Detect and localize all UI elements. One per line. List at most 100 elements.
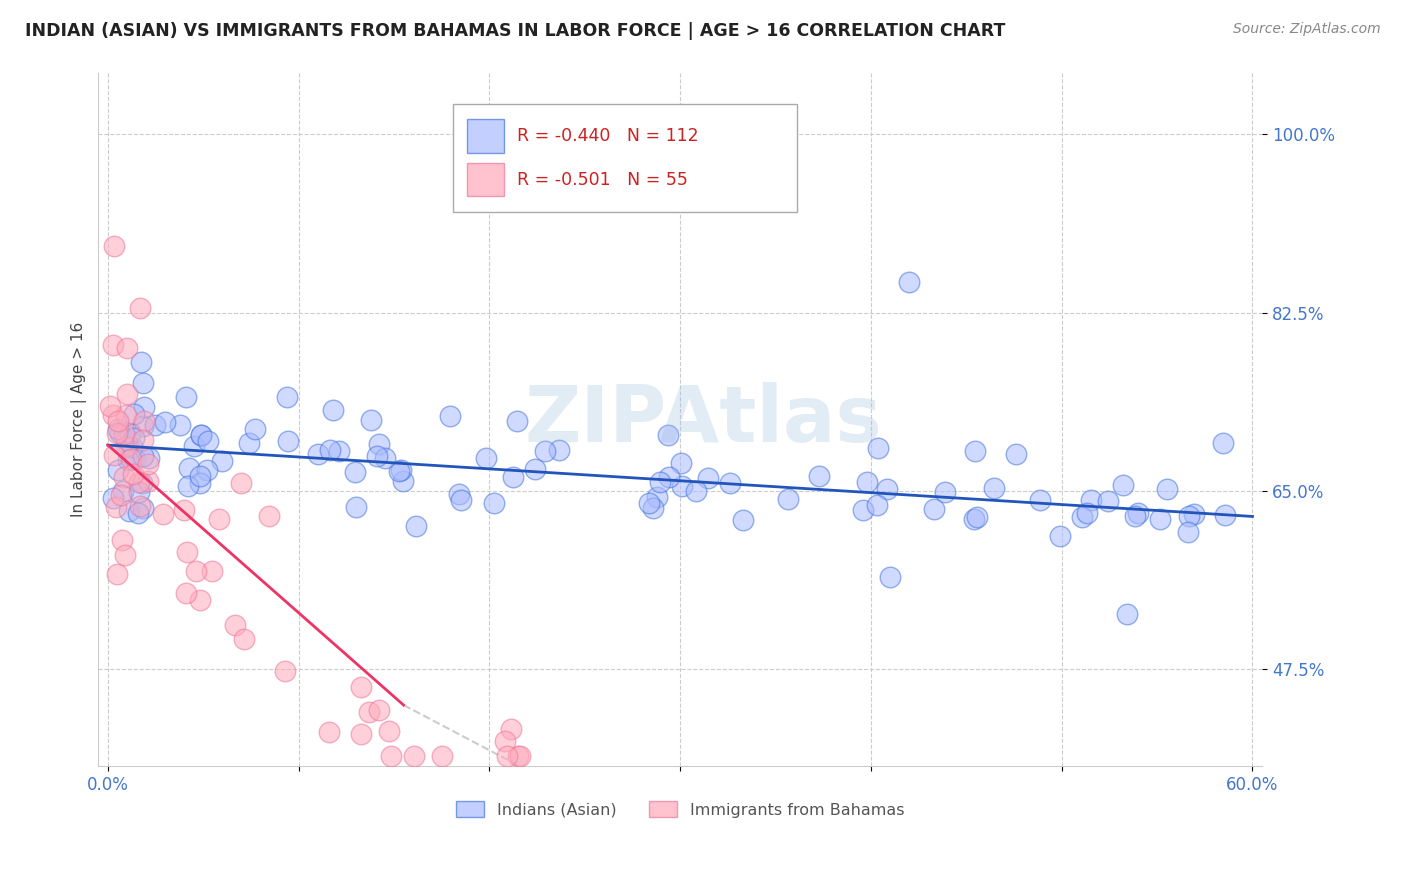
Point xyxy=(138,474,160,488)
Point xyxy=(855,475,877,490)
Point xyxy=(1080,492,1102,507)
Point xyxy=(983,481,1005,495)
Point xyxy=(122,431,145,445)
Point xyxy=(238,436,260,450)
Point xyxy=(669,456,692,470)
Point xyxy=(374,450,396,465)
Point xyxy=(1212,435,1234,450)
Point xyxy=(378,723,401,738)
Point xyxy=(107,422,129,436)
Point xyxy=(866,498,889,512)
Point xyxy=(129,301,152,315)
Point xyxy=(389,463,412,477)
Point xyxy=(186,565,208,579)
FancyBboxPatch shape xyxy=(453,104,797,211)
Point xyxy=(112,427,135,442)
Point xyxy=(344,465,367,479)
Point xyxy=(922,502,945,516)
Point xyxy=(392,475,415,489)
Point xyxy=(776,492,799,507)
Point xyxy=(508,749,530,764)
Point xyxy=(496,749,519,764)
Point xyxy=(103,239,125,253)
Point xyxy=(637,496,659,510)
Point xyxy=(808,469,831,483)
Point xyxy=(1375,408,1398,422)
Point xyxy=(183,440,205,454)
Point xyxy=(129,355,152,369)
Point xyxy=(190,427,212,442)
Point xyxy=(966,510,988,524)
Point xyxy=(1178,509,1201,524)
Point xyxy=(177,479,200,493)
Point xyxy=(447,487,470,501)
Point xyxy=(1076,506,1098,520)
Point xyxy=(115,341,138,355)
Point xyxy=(402,749,425,764)
Point xyxy=(276,390,298,404)
Point xyxy=(127,506,149,520)
Point xyxy=(963,444,986,458)
Point xyxy=(128,475,150,489)
Point xyxy=(176,391,198,405)
Point xyxy=(380,749,402,764)
Point xyxy=(1049,529,1071,543)
Point xyxy=(387,464,409,478)
Point xyxy=(103,448,125,462)
Point xyxy=(224,618,246,632)
Point xyxy=(131,475,153,490)
Point xyxy=(128,484,150,499)
Point xyxy=(866,441,889,455)
Text: R = -0.440   N = 112: R = -0.440 N = 112 xyxy=(517,127,699,145)
Y-axis label: In Labor Force | Age > 16: In Labor Force | Age > 16 xyxy=(72,322,87,517)
Point xyxy=(118,504,141,518)
Point xyxy=(114,434,136,448)
Point xyxy=(173,503,195,517)
Point xyxy=(731,513,754,527)
Point xyxy=(357,705,380,719)
Point xyxy=(211,454,233,468)
Point xyxy=(190,428,212,442)
Point xyxy=(129,500,152,514)
Point xyxy=(201,564,224,578)
Text: Source: ZipAtlas.com: Source: ZipAtlas.com xyxy=(1233,22,1381,37)
FancyBboxPatch shape xyxy=(467,120,505,153)
Point xyxy=(118,425,141,440)
Point xyxy=(105,425,128,440)
Point xyxy=(720,476,742,491)
Point xyxy=(368,703,391,717)
Point xyxy=(1156,482,1178,496)
Point xyxy=(152,507,174,521)
Point xyxy=(898,275,921,289)
Point xyxy=(322,402,344,417)
Point xyxy=(101,338,124,352)
Point xyxy=(111,483,134,498)
Point xyxy=(1182,507,1205,521)
Point xyxy=(506,414,529,428)
Point xyxy=(188,476,211,491)
Point xyxy=(1005,447,1028,461)
Point xyxy=(107,463,129,477)
Legend: Indians (Asian), Immigrants from Bahamas: Indians (Asian), Immigrants from Bahamas xyxy=(450,795,911,824)
Point xyxy=(523,462,546,476)
Point xyxy=(494,734,516,748)
Point xyxy=(110,488,132,502)
Point xyxy=(104,500,127,514)
Point xyxy=(115,440,138,454)
Point xyxy=(257,508,280,523)
FancyBboxPatch shape xyxy=(467,163,505,196)
Point xyxy=(117,453,139,467)
Point xyxy=(111,533,134,547)
Point xyxy=(101,491,124,505)
Point xyxy=(155,415,177,429)
Point xyxy=(509,749,531,764)
Point xyxy=(231,476,253,491)
Point xyxy=(243,422,266,436)
Point xyxy=(1112,478,1135,492)
Point xyxy=(319,442,342,457)
Point xyxy=(107,567,129,582)
Point xyxy=(450,493,472,508)
Point xyxy=(122,467,145,481)
Point xyxy=(1071,510,1094,524)
Point xyxy=(1126,507,1149,521)
